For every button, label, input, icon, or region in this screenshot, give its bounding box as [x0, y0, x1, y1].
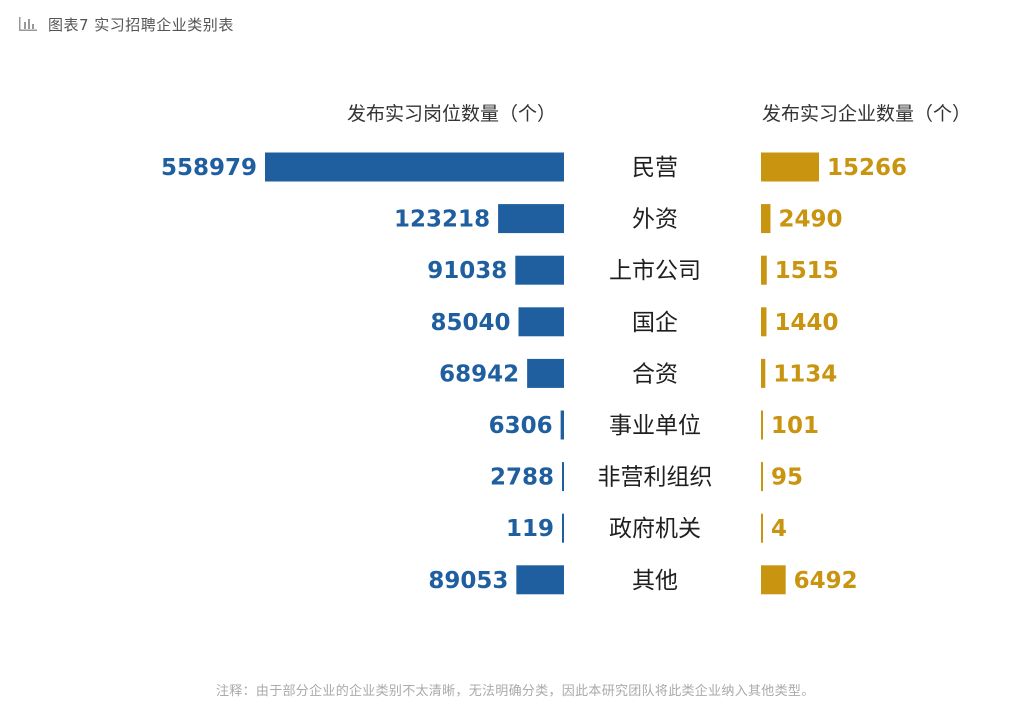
- bar-companies-0: [761, 152, 819, 182]
- bar-companies-5: [761, 410, 763, 440]
- bar-chart-icon: [19, 17, 37, 31]
- bar-companies-8: [761, 565, 786, 595]
- category-label-1: 外资: [632, 207, 678, 233]
- bar-positions-8: [516, 565, 564, 595]
- value-label-positions-5: 6306: [489, 413, 553, 439]
- bar-positions-5: [560, 410, 564, 440]
- bar-companies-7: [761, 513, 763, 543]
- value-label-companies-5: 101: [771, 413, 819, 439]
- value-label-positions-8: 89053: [428, 568, 508, 594]
- chart-rows: 558979 民营 15266 123218 外资 2490 91038 上市公司 1515 85…: [161, 152, 907, 595]
- value-label-positions-0: 558979: [161, 155, 257, 181]
- bar-companies-6: [761, 462, 763, 492]
- value-label-positions-6: 2788: [490, 465, 554, 491]
- value-label-companies-0: 15266: [827, 155, 907, 181]
- value-label-companies-4: 1134: [773, 361, 837, 387]
- series-header-companies: 发布实习企业数量（个）: [762, 103, 971, 125]
- bar-positions-3: [518, 307, 564, 337]
- category-label-5: 事业单位: [609, 413, 701, 439]
- value-label-positions-2: 91038: [427, 258, 507, 284]
- bar-companies-2: [761, 255, 767, 285]
- value-label-companies-6: 95: [771, 465, 803, 491]
- value-label-companies-1: 2490: [778, 207, 842, 233]
- value-label-companies-2: 1515: [775, 258, 839, 284]
- value-label-companies-7: 4: [771, 516, 787, 542]
- category-label-0: 民营: [632, 155, 678, 181]
- value-label-companies-8: 6492: [794, 568, 858, 594]
- bar-positions-2: [515, 255, 564, 285]
- figure-header: 图表7 实习招聘企业类别表: [18, 12, 234, 36]
- category-label-7: 政府机关: [609, 516, 701, 542]
- value-label-positions-3: 85040: [430, 310, 510, 336]
- bar-positions-6: [562, 462, 564, 492]
- footnote: 注释：由于部分企业的企业类别不太清晰，无法明确分类，因此本研究团队将此类企业纳入…: [216, 684, 815, 699]
- category-label-2: 上市公司: [609, 258, 701, 284]
- bar-positions-4: [527, 358, 564, 388]
- bar-companies-3: [761, 307, 767, 337]
- category-label-4: 合资: [632, 361, 678, 387]
- bar-positions-1: [498, 204, 564, 234]
- value-label-positions-4: 68942: [439, 361, 519, 387]
- bar-positions-7: [562, 513, 564, 543]
- category-label-6: 非营利组织: [598, 465, 713, 491]
- category-label-3: 国企: [632, 310, 678, 336]
- bar-positions-0: [265, 152, 564, 182]
- bar-companies-4: [761, 358, 766, 388]
- value-label-positions-1: 123218: [394, 207, 490, 233]
- category-label-8: 其他: [632, 568, 678, 594]
- value-label-positions-7: 119: [506, 516, 554, 542]
- bar-companies-1: [761, 204, 771, 234]
- value-label-companies-3: 1440: [774, 310, 838, 336]
- figure-title: 图表7 实习招聘企业类别表: [48, 15, 234, 34]
- series-header-positions: 发布实习岗位数量（个）: [347, 103, 556, 125]
